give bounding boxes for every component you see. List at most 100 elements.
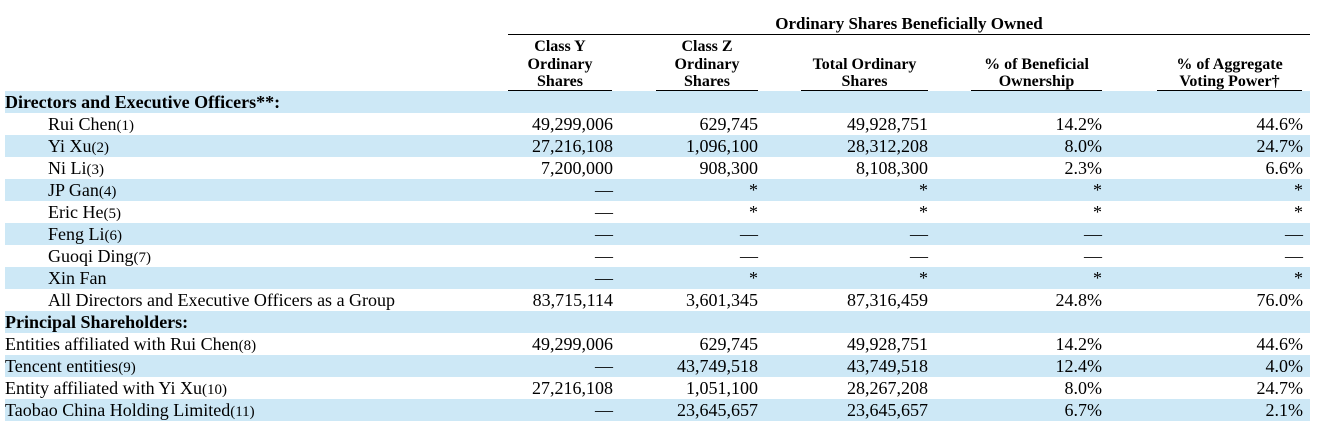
value-cell: 1,096,100 — [686, 136, 758, 156]
table-row: JP Gan(4) — * * * * — [5, 179, 1310, 201]
row-label-text: Taobao China Holding Limited — [5, 400, 231, 420]
footnote-ref: (3) — [86, 162, 105, 178]
footnote-ref: (5) — [103, 206, 121, 222]
value-cell: — — [595, 268, 613, 288]
value-cell: 44.6% — [1256, 114, 1304, 134]
footnote-ref: (11) — [230, 404, 255, 420]
table-row: Yi Xu(2) 27,216,108 1,096,100 28,312,208 8.0… — [5, 135, 1310, 157]
value-cell: * — [749, 202, 758, 222]
value-cell: 6.7% — [1064, 400, 1103, 420]
row-label-text: Principal Shareholders: — [5, 312, 189, 332]
value-cell: — — [595, 180, 613, 200]
value-cell: 14.2% — [1055, 334, 1103, 354]
footnote-ref: (6) — [104, 228, 123, 244]
value-cell: 1,051,100 — [686, 378, 758, 398]
table-row: Eric He(5) — * * * * — [5, 201, 1310, 223]
table-row: Ni Li(3) 7,200,000 908,300 8,108,300 2.3% 6.6… — [5, 157, 1310, 179]
value-cell: — — [740, 246, 758, 266]
super-header: Ordinary Shares Beneficially Owned — [775, 14, 1043, 33]
table-row: Principal Shareholders: — [5, 311, 1310, 333]
section-heading: Principal Shareholders: — [5, 311, 188, 333]
value-cell: 83,715,114 — [532, 290, 613, 310]
value-cell — [800, 91, 928, 113]
row-label-text: Ni Li — [48, 158, 87, 178]
section-heading: Directors and Executive Officers**: — [5, 91, 280, 113]
value-cell: 28,267,208 — [847, 378, 928, 398]
value-cell: 49,928,751 — [847, 114, 928, 134]
value-cell: * — [1093, 268, 1102, 288]
value-cell: 629,745 — [699, 114, 759, 134]
value-cell: 49,299,006 — [532, 114, 613, 134]
footnote-ref: (4) — [98, 184, 117, 200]
value-cell: 87,316,459 — [847, 290, 928, 310]
value-cell — [970, 91, 1102, 113]
value-cell: * — [749, 180, 758, 200]
value-cell: 2.3% — [1064, 158, 1103, 178]
value-cell — [970, 311, 1102, 333]
value-cell: 27,216,108 — [532, 378, 613, 398]
row-label-text: JP Gan — [48, 180, 99, 200]
value-cell — [1157, 311, 1303, 333]
value-cell — [508, 311, 613, 333]
row-label: All Directors and Executive Officers as … — [48, 289, 395, 311]
value-cell: — — [1084, 246, 1102, 266]
value-cell: — — [740, 224, 758, 244]
value-cell: * — [1294, 268, 1303, 288]
row-label-text: Rui Chen — [48, 114, 117, 134]
value-cell: — — [595, 224, 613, 244]
value-cell: 14.2% — [1055, 114, 1103, 134]
row-label: Guoqi Ding(7) — [48, 245, 151, 267]
value-cell: — — [595, 246, 613, 266]
value-cell: 24.8% — [1055, 290, 1103, 310]
value-cell — [800, 311, 928, 333]
value-cell: 7,200,000 — [541, 158, 613, 178]
table-row: Taobao China Holding Limited(11) — 23,645,… — [5, 399, 1310, 421]
value-cell: 43,749,518 — [677, 356, 758, 376]
value-cell: — — [1084, 224, 1102, 244]
value-cell: 2.1% — [1265, 400, 1304, 420]
value-cell — [508, 91, 613, 113]
table-row: Guoqi Ding(7) — — — — — — [5, 245, 1310, 267]
value-cell: 24.7% — [1256, 378, 1304, 398]
value-cell: — — [910, 224, 928, 244]
value-cell: — — [595, 202, 613, 222]
value-cell: — — [1285, 246, 1303, 266]
table-row: Rui Chen(1) 49,299,006 629,745 49,928,751 14… — [5, 113, 1310, 135]
value-cell: * — [919, 202, 928, 222]
value-cell — [655, 311, 758, 333]
footnote-ref: (1) — [116, 118, 135, 134]
value-cell: — — [595, 356, 613, 376]
column-header-beneficial: % of Beneficial Ownership — [971, 37, 1102, 91]
super-header-rule — [508, 34, 1310, 35]
value-cell: * — [919, 268, 928, 288]
value-cell: * — [749, 268, 758, 288]
table-row: Directors and Executive Officers**: — [5, 91, 1310, 113]
value-cell: 12.4% — [1055, 356, 1103, 376]
table-row: Xin Fan — * * * * — [5, 267, 1310, 289]
footnote-ref: (10) — [201, 382, 227, 398]
footnote-ref: (9) — [118, 360, 136, 376]
value-cell: 8.0% — [1064, 378, 1103, 398]
value-cell: 76.0% — [1256, 290, 1304, 310]
value-cell: 6.6% — [1265, 158, 1304, 178]
value-cell: * — [1093, 180, 1102, 200]
row-label-text: Entity affiliated with Yi Xu — [5, 378, 202, 398]
footnote-ref: (8) — [238, 338, 257, 354]
value-cell: 23,645,657 — [677, 400, 758, 420]
value-cell — [1157, 91, 1303, 113]
table-row: Entity affiliated with Yi Xu(10) 27,216,1… — [5, 377, 1310, 399]
value-cell — [655, 91, 758, 113]
row-label-text: Entities affiliated with Rui Chen — [5, 334, 239, 354]
row-label: Entity affiliated with Yi Xu(10) — [5, 377, 227, 399]
value-cell: * — [919, 180, 928, 200]
value-cell: 908,300 — [699, 158, 759, 178]
table-row: Entities affiliated with Rui Chen(8) 49,2… — [5, 333, 1310, 355]
table-row: Tencent entities(9) — 43,749,518 43,749,518… — [5, 355, 1310, 377]
value-cell: * — [1294, 202, 1303, 222]
value-cell: * — [1093, 202, 1102, 222]
row-label-text: Tencent entities — [5, 356, 119, 376]
value-cell: — — [595, 400, 613, 420]
value-cell: 28,312,208 — [847, 136, 928, 156]
row-label-text: Xin Fan — [48, 268, 107, 288]
column-header-voting: % of Aggregate Voting Power† — [1157, 37, 1302, 91]
